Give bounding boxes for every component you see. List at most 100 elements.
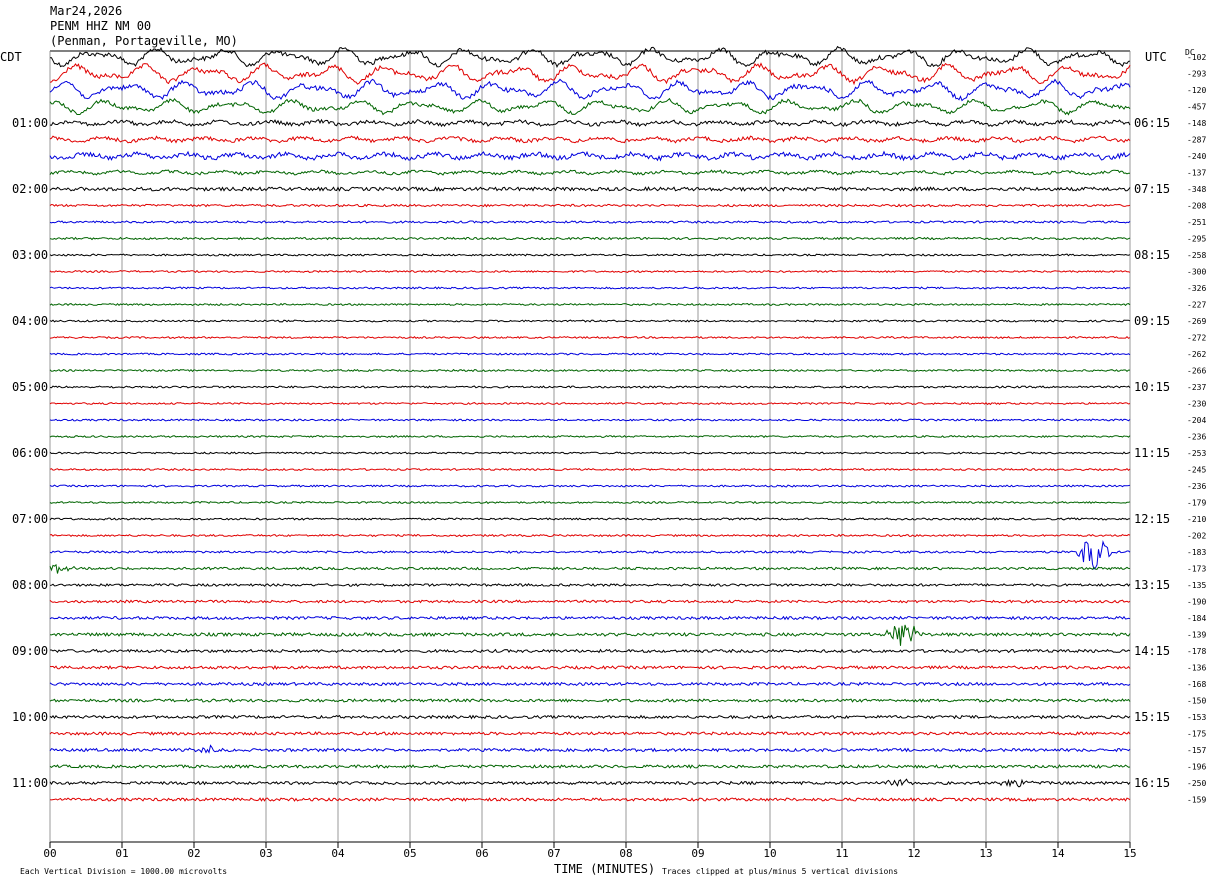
seismic-trace <box>49 599 1131 604</box>
seismic-trace <box>49 401 1131 406</box>
dc-offset-label: -139 <box>1187 631 1206 640</box>
station-label: PENM HHZ NM 00 <box>50 19 152 33</box>
seismic-trace <box>49 665 1131 670</box>
location-label: (Penman, Portageville, MO) <box>50 34 238 48</box>
right-hour-label: 11:15 <box>1134 446 1170 460</box>
seismic-trace <box>49 302 1131 307</box>
x-tick-label: 08 <box>619 847 632 860</box>
dc-offset-label: -148 <box>1187 119 1206 128</box>
dc-offset-label: -250 <box>1187 779 1206 788</box>
dc-offset-label: -168 <box>1187 680 1206 689</box>
dc-offset-label: -102 <box>1187 53 1206 62</box>
dc-offset-label: -253 <box>1187 449 1206 458</box>
clip-note: Traces clipped at plus/minus 5 vertical … <box>662 867 899 876</box>
seismic-trace <box>49 731 1131 736</box>
dc-offset-label: -272 <box>1187 334 1206 343</box>
dc-offset-label: -210 <box>1187 515 1206 524</box>
dc-offset-label: -190 <box>1187 598 1206 607</box>
dc-offset-label: -245 <box>1187 466 1206 475</box>
left-hour-label: 01:00 <box>12 116 48 130</box>
x-axis-label: TIME (MINUTES) <box>554 862 656 876</box>
seismic-trace <box>49 319 1131 323</box>
seismic-trace <box>49 434 1131 439</box>
x-tick-label: 10 <box>763 847 776 860</box>
dc-offset-label: -204 <box>1187 416 1206 425</box>
seismic-trace <box>49 118 1131 128</box>
seismic-trace <box>49 335 1131 340</box>
seismic-trace <box>50 45 1131 68</box>
seismic-trace <box>49 62 1131 86</box>
dc-offset-label: -208 <box>1187 202 1206 211</box>
seismic-trace <box>49 517 1131 521</box>
x-tick-label: 04 <box>331 847 345 860</box>
dc-offset-label: -136 <box>1187 664 1206 673</box>
dc-offset-label: -120 <box>1187 86 1206 95</box>
right-hour-label: 12:15 <box>1134 512 1170 526</box>
left-timezone-label: CDT <box>0 50 22 64</box>
dc-offset-label: -157 <box>1187 746 1206 755</box>
seismic-trace <box>49 540 1131 570</box>
seismic-trace <box>49 253 1131 257</box>
left-hour-label: 08:00 <box>12 578 48 592</box>
dc-offset-label: -266 <box>1187 367 1206 376</box>
seismic-trace <box>49 484 1131 488</box>
dc-label: DC <box>1185 48 1195 57</box>
seismic-trace <box>49 500 1131 505</box>
x-tick-label: 03 <box>259 847 272 860</box>
seismic-trace <box>49 615 1131 621</box>
dc-offset-label: -183 <box>1187 548 1206 557</box>
seismic-trace <box>49 150 1131 162</box>
seismic-trace <box>49 169 1130 176</box>
seismic-trace <box>49 97 1131 116</box>
seismic-trace <box>49 797 1131 802</box>
left-hour-label: 02:00 <box>12 182 48 196</box>
left-hour-label: 11:00 <box>12 776 48 790</box>
dc-offset-label: -175 <box>1187 730 1206 739</box>
seismic-trace <box>49 778 1131 788</box>
x-tick-label: 07 <box>547 847 560 860</box>
x-tick-label: 12 <box>907 847 920 860</box>
dc-offset-label: -237 <box>1187 383 1206 392</box>
right-hour-label: 09:15 <box>1134 314 1170 328</box>
seismic-trace <box>49 186 1131 192</box>
seismic-trace <box>49 220 1131 224</box>
right-hour-label: 13:15 <box>1134 578 1170 592</box>
right-timezone-label: UTC <box>1145 50 1167 64</box>
seismic-trace <box>49 451 1131 455</box>
right-hour-label: 07:15 <box>1134 182 1170 196</box>
dc-offset-label: -236 <box>1187 482 1206 491</box>
dc-offset-label: -293 <box>1187 70 1206 79</box>
x-tick-label: 05 <box>403 847 416 860</box>
dc-offset-label: -230 <box>1187 400 1206 409</box>
x-tick-label: 06 <box>475 847 488 860</box>
dc-offset-label: -173 <box>1187 565 1206 574</box>
dc-offset-label: -236 <box>1187 433 1206 442</box>
dc-offset-label: -326 <box>1187 284 1206 293</box>
seismic-trace <box>49 744 1131 754</box>
dc-offset-label: -179 <box>1187 499 1206 508</box>
seismic-trace <box>49 467 1131 472</box>
x-tick-label: 14 <box>1051 847 1065 860</box>
dc-offset-label: -348 <box>1187 185 1206 194</box>
left-hour-label: 10:00 <box>12 710 48 724</box>
seismic-trace <box>49 352 1131 356</box>
dc-offset-label: -457 <box>1187 103 1206 112</box>
seismic-trace <box>49 385 1131 389</box>
right-hour-label: 14:15 <box>1134 644 1170 658</box>
left-hour-label: 06:00 <box>12 446 48 460</box>
dc-offset-label: -258 <box>1187 251 1206 260</box>
left-hour-label: 05:00 <box>12 380 48 394</box>
seismic-trace <box>49 135 1131 144</box>
dc-offset-label: -202 <box>1187 532 1206 541</box>
seismic-trace <box>49 203 1131 208</box>
seismic-trace <box>49 418 1131 422</box>
left-hour-label: 09:00 <box>12 644 48 658</box>
dc-offset-label: -196 <box>1187 763 1206 772</box>
dc-offset-label: -184 <box>1187 614 1206 623</box>
seismic-trace <box>49 236 1131 241</box>
seismic-trace <box>49 714 1131 720</box>
right-hour-label: 08:15 <box>1134 248 1170 262</box>
right-hour-label: 06:15 <box>1134 116 1170 130</box>
x-tick-label: 13 <box>979 847 992 860</box>
dc-offset-label: -159 <box>1187 796 1206 805</box>
